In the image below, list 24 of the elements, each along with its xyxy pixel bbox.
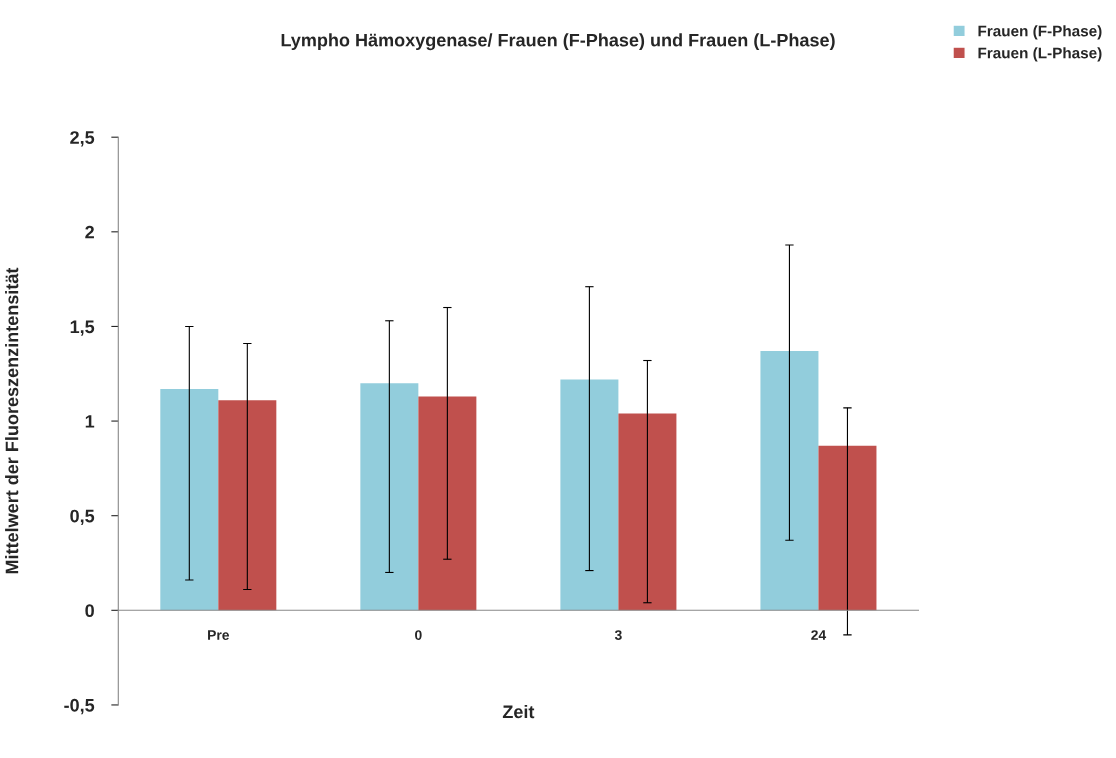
bar [818,445,877,611]
legend-label: Frauen (L-Phase) [978,47,1102,62]
y-axis-title: Mittelwert der Fluoreszenzintensität [5,267,19,574]
bar [160,388,219,611]
x-axis-title: Zeit [502,704,535,719]
bar [218,400,277,611]
y-tick-label: 1 [85,415,95,428]
legend-label: Frauen (F-Phase) [978,25,1102,40]
y-tick-label: 2 [85,225,94,239]
bar [618,413,677,611]
x-tick-label: 0 [415,630,422,640]
bar [418,396,477,611]
x-tick-label: 24 [811,630,827,640]
bar [760,351,819,611]
y-tick-label: 1,5 [70,320,95,336]
x-tick-label: 3 [614,630,622,640]
bar [560,379,619,611]
y-tick-label: 0 [85,604,94,618]
y-tick-label: 2,5 [70,131,95,147]
chart-title: Lympho Hämoxygenase/ Frauen (F-Phase) und Frauen (L-Phase) [281,33,835,51]
x-tick-label: Pre [208,630,230,640]
bar [360,383,419,611]
y-tick-label: 0,5 [70,509,95,526]
y-tick-label: -0,5 [64,698,95,715]
